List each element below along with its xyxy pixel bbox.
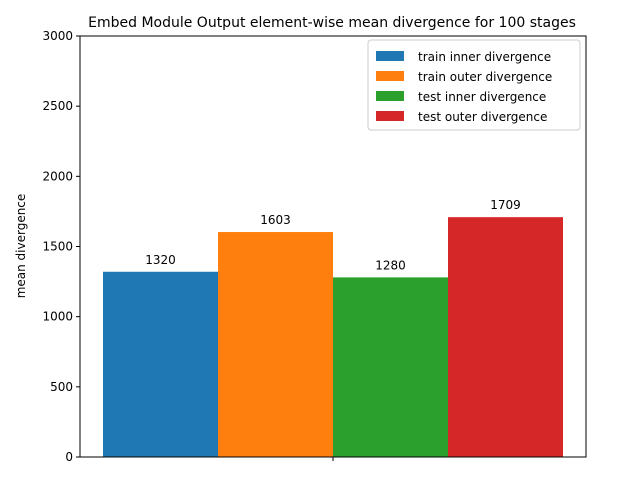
legend-swatch — [376, 71, 404, 81]
y-tick-label: 500 — [50, 380, 73, 394]
legend-entry: test outer divergence — [418, 110, 547, 124]
bar-value-label: 1320 — [145, 253, 176, 267]
legend-entry: train outer divergence — [418, 70, 552, 84]
bar-value-label: 1709 — [490, 198, 521, 212]
y-tick-label: 0 — [65, 450, 73, 464]
legend-entry: test inner divergence — [418, 90, 546, 104]
y-tick-label: 3000 — [42, 29, 73, 43]
legend: train inner divergence train outer diverg… — [367, 39, 581, 131]
y-tick-label: 2500 — [42, 99, 73, 113]
data-labels-group: 1320 1603 1280 1709 — [145, 198, 521, 272]
y-tick-label: 1000 — [42, 310, 73, 324]
plot-frame — [79, 35, 587, 458]
bar-train-outer-divergence — [218, 232, 333, 457]
legend-swatch — [376, 91, 404, 101]
legend-entry: train inner divergence — [418, 50, 551, 64]
chart-title: Embed Module Output element-wise mean di… — [88, 15, 576, 31]
bar-value-label: 1603 — [260, 213, 291, 227]
bar-test-inner-divergence — [333, 277, 448, 457]
y-tick-label: 1500 — [42, 240, 73, 254]
bar-test-outer-divergence — [448, 217, 563, 457]
bar-value-label: 1280 — [375, 258, 406, 272]
y-axis-label: mean divergence — [14, 194, 28, 299]
legend-box — [367, 39, 581, 131]
bars-group — [103, 217, 563, 457]
y-axis: 0 500 1000 1500 2000 2500 3000 — [42, 29, 80, 464]
legend-swatch — [376, 51, 404, 61]
legend-swatch — [376, 111, 404, 121]
bar-train-inner-divergence — [103, 271, 218, 457]
y-tick-label: 2000 — [42, 169, 73, 183]
